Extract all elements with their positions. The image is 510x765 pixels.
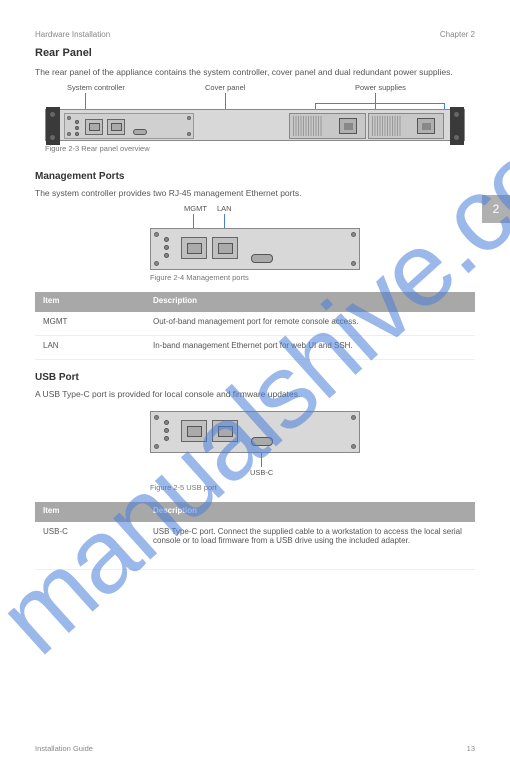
led-icon (164, 420, 169, 425)
callout-controller: System controller (67, 83, 125, 92)
ethernet-ports (85, 119, 125, 135)
rack-ear-left (46, 107, 60, 145)
callout-psu: Power supplies (355, 83, 406, 92)
figure-mgmt-ports: MGMT LAN Figure 2-4 Management ports (150, 210, 360, 282)
usb-port-icon (133, 129, 147, 135)
table-row: LAN In-band management Ethernet port for… (35, 336, 475, 360)
table-header: Item Description (35, 292, 475, 312)
controller-closeup (150, 228, 360, 270)
table-header-cell: Description (145, 502, 475, 522)
rj45-port-icon (107, 119, 125, 135)
status-leds (164, 237, 169, 258)
led-icon (164, 428, 169, 433)
psu-vent-icon (293, 116, 323, 136)
screw-icon (351, 444, 356, 449)
figure-caption: Figure 2-5 USB port (150, 483, 360, 492)
footer-left: Installation Guide (35, 744, 93, 753)
figure-usb-port: USB-C Figure 2-5 USB port (150, 411, 360, 492)
screw-icon (187, 132, 191, 136)
breadcrumb-left: Hardware Installation (35, 30, 110, 39)
screw-icon (154, 444, 159, 449)
section-title-mgmt: Management Ports (35, 171, 475, 182)
screw-icon (67, 116, 71, 120)
table-header: Item Description (35, 502, 475, 522)
screw-icon (67, 132, 71, 136)
led-icon (75, 132, 79, 136)
figure-caption: Figure 2-4 Management ports (150, 273, 360, 282)
status-leds (75, 120, 79, 136)
led-icon (164, 436, 169, 441)
callout-cover: Cover panel (205, 83, 245, 92)
page-tab: 2 (482, 195, 510, 223)
power-socket-icon (417, 118, 435, 134)
table-row: USB-C USB Type-C port. Connect the suppl… (35, 522, 475, 570)
rack-ear-right (450, 107, 464, 145)
usb-port-icon (251, 254, 273, 263)
ethernet-ports (181, 237, 238, 259)
callout-mgmt: MGMT (184, 204, 207, 213)
callout-line (261, 453, 262, 467)
section-intro-rear: The rear panel of the appliance contains… (35, 67, 475, 79)
ethernet-ports (181, 420, 238, 442)
rj45-port-icon (181, 420, 207, 442)
led-icon (75, 126, 79, 130)
table-header-cell: Description (145, 292, 475, 312)
psu-bay (289, 113, 444, 139)
rj45-port-icon (85, 119, 103, 135)
rj45-port-icon (181, 237, 207, 259)
breadcrumb-right: Chapter 2 (440, 30, 475, 39)
callout-line (225, 93, 226, 109)
screw-icon (351, 415, 356, 420)
psu-module (289, 113, 366, 139)
table-cell: USB Type-C port. Connect the supplied ca… (145, 522, 475, 569)
callout-line (224, 214, 225, 228)
table-mgmt-ports: Item Description MGMT Out-of-band manage… (35, 292, 475, 360)
table-row: MGMT Out-of-band management port for rem… (35, 312, 475, 336)
table-cell: LAN (35, 336, 145, 359)
callout-bracket (315, 103, 445, 104)
screw-icon (187, 116, 191, 120)
section-intro-usb: A USB Type-C port is provided for local … (35, 389, 475, 401)
screw-icon (154, 232, 159, 237)
table-header-cell: Item (35, 502, 145, 522)
section-title-usb: USB Port (35, 372, 475, 383)
status-leds (164, 420, 169, 441)
callout-lan: LAN (217, 204, 232, 213)
table-cell: MGMT (35, 312, 145, 335)
breadcrumb: Hardware Installation Chapter 2 (35, 30, 475, 39)
screw-icon (351, 232, 356, 237)
table-cell: In-band management Ethernet port for web… (145, 336, 475, 359)
controller-module (64, 113, 194, 139)
section-title-rear: Rear Panel (35, 47, 475, 59)
table-cell: Out-of-band management port for remote c… (145, 312, 475, 335)
power-socket-icon (339, 118, 357, 134)
callout-usb: USB-C (250, 468, 273, 477)
controller-closeup (150, 411, 360, 453)
led-icon (75, 120, 79, 124)
usb-port-icon (251, 437, 273, 446)
callout-line (375, 93, 376, 109)
table-usb-port: Item Description USB-C USB Type-C port. … (35, 502, 475, 570)
screw-icon (154, 415, 159, 420)
table-header-cell: Item (35, 292, 145, 312)
screw-icon (154, 261, 159, 266)
led-icon (164, 237, 169, 242)
rj45-port-icon (212, 420, 238, 442)
callout-line (193, 214, 194, 228)
rack-device (45, 109, 465, 141)
callout-line (85, 93, 86, 109)
figure-rear-panel: System controller Cover panel Power supp… (45, 91, 465, 153)
psu-module (368, 113, 445, 139)
screw-icon (351, 261, 356, 266)
rj45-port-icon (212, 237, 238, 259)
led-icon (164, 245, 169, 250)
page-content: Hardware Installation Chapter 2 Rear Pan… (0, 0, 510, 600)
figure-caption: Figure 2-3 Rear panel overview (45, 144, 465, 153)
table-cell: USB-C (35, 522, 145, 569)
section-intro-mgmt: The system controller provides two RJ-45… (35, 188, 475, 200)
psu-vent-icon (372, 116, 402, 136)
footer-right: 13 (467, 744, 475, 753)
page-footer: Installation Guide 13 (35, 744, 475, 753)
led-icon (164, 253, 169, 258)
